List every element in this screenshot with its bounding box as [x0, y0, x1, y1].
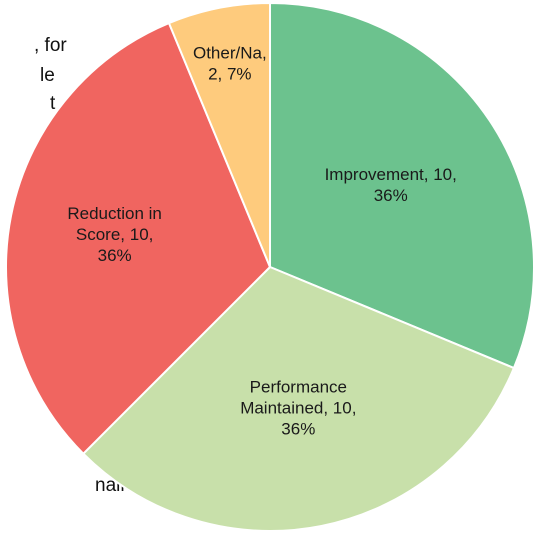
- background-text: le: [40, 65, 55, 86]
- pie-slice: [5, 21, 272, 456]
- slice-label: Reduction in Score, 10, 36%: [67, 205, 162, 266]
- slice-label: Other/Na, 2, 7%: [193, 44, 267, 84]
- background-text: t: [50, 93, 56, 114]
- slice-label: Improvement, 10, 36%: [325, 165, 457, 205]
- pie-slice: [269, 1, 535, 370]
- slice-label: Performance Maintained, 10, 36%: [240, 378, 356, 439]
- background-text: , for: [34, 35, 67, 56]
- pie-slice: [81, 265, 516, 532]
- pie-slice: [167, 1, 271, 268]
